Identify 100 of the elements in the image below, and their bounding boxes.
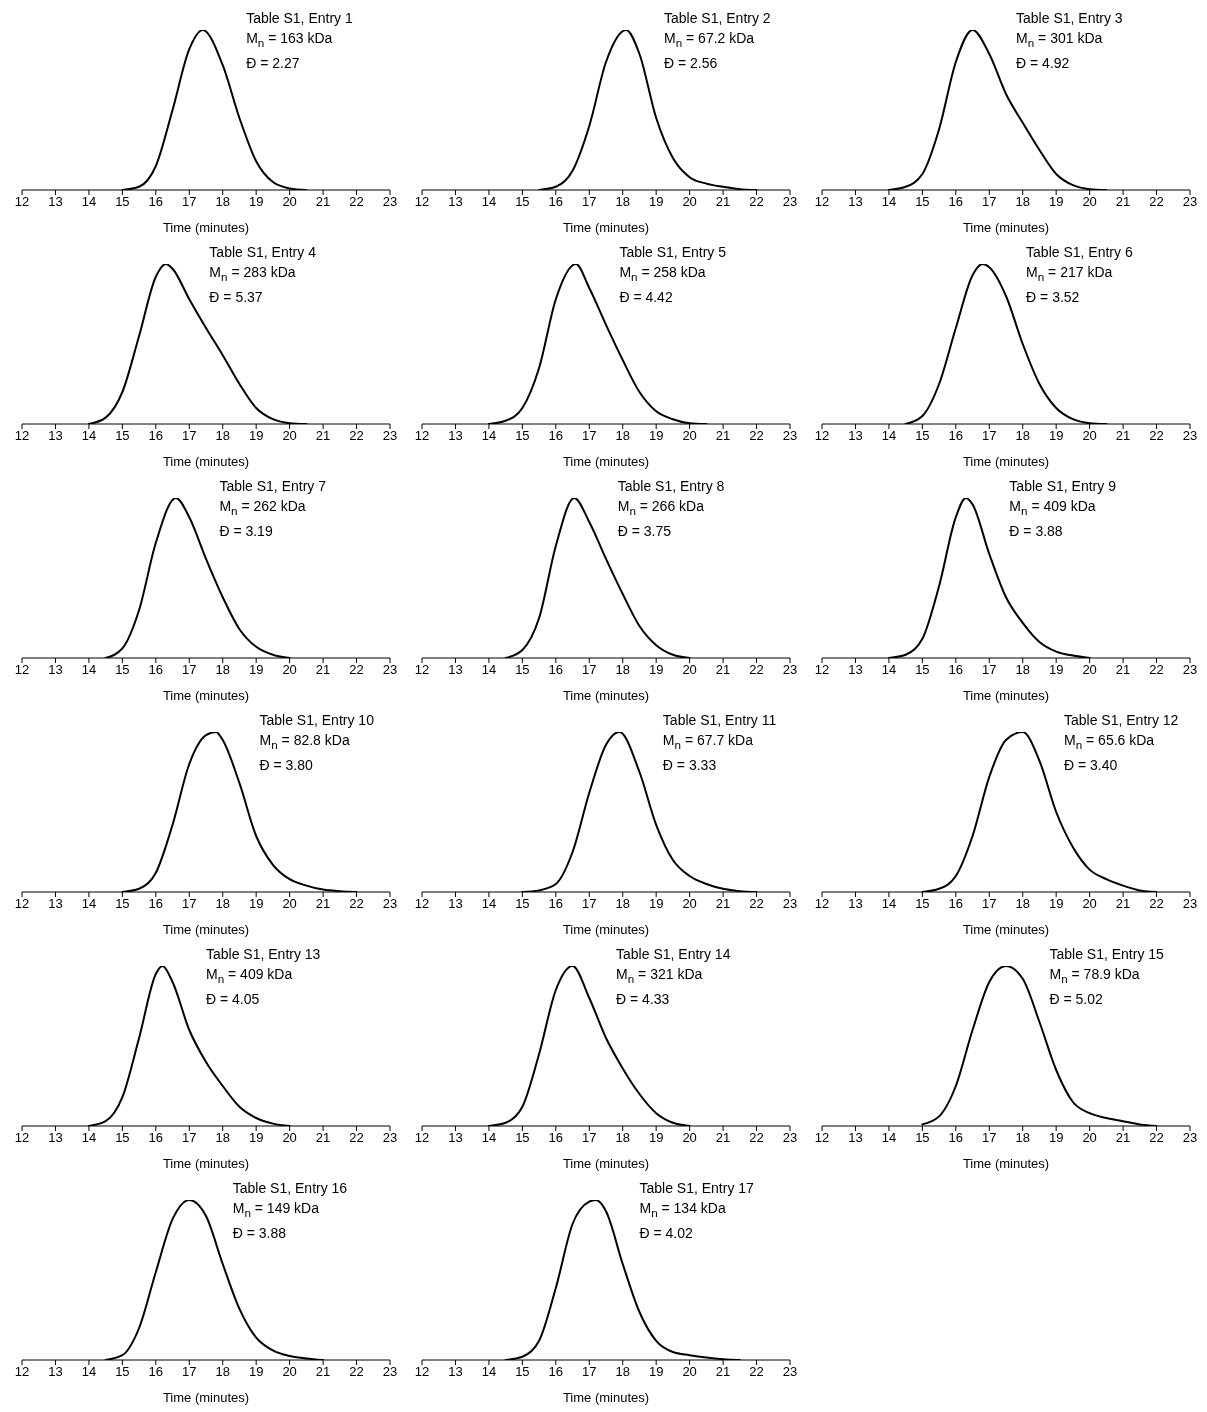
caption: Table S1, Entry 15: [1049, 945, 1164, 964]
x-tick-label: 20: [1082, 662, 1097, 678]
x-tick-label: 17: [182, 194, 197, 210]
x-tick-label: 23: [782, 662, 798, 678]
x-tick-label: 22: [749, 896, 764, 912]
x-tick-label: 22: [349, 194, 364, 210]
x-tick-label: 18: [215, 896, 230, 912]
x-tick-label: 13: [48, 896, 63, 912]
x-tick-label: 18: [1015, 1130, 1030, 1146]
caption: Table S1, Entry 7: [219, 477, 326, 496]
x-tick-label: 14: [481, 428, 497, 444]
x-tick-label: 12: [414, 428, 430, 444]
x-tick-label: 20: [282, 428, 297, 444]
x-tick-label: 13: [848, 428, 863, 444]
caption: Table S1, Entry 11: [662, 711, 777, 730]
caption: Table S1, Entry 9: [1009, 477, 1116, 496]
x-tick-label: 23: [782, 1130, 798, 1146]
x-tick-label: 22: [349, 1364, 364, 1380]
x-tick-label: 18: [615, 896, 630, 912]
annotation: Đ = 4.33: [616, 989, 671, 1009]
x-tick-label: 18: [615, 662, 630, 678]
x-tick-label: 23: [382, 1364, 398, 1380]
x-tick-label: 17: [182, 428, 197, 444]
x-tick-label: 13: [448, 194, 463, 210]
x-tick-label: 13: [48, 428, 63, 444]
x-tick-label: 20: [682, 428, 697, 444]
x-tick-label: 17: [582, 194, 597, 210]
x-tick-label: 22: [349, 896, 364, 912]
annotation: M$_{n}$ = 82.8 kDa: [259, 731, 351, 753]
x-tick-label: 19: [1048, 194, 1064, 210]
x-axis-title: Time (minutes): [562, 454, 650, 469]
x-tick-label: 15: [115, 428, 130, 444]
x-tick-label: 12: [814, 896, 830, 912]
x-tick-label: 15: [515, 896, 530, 912]
x-tick-label: 21: [315, 428, 331, 444]
x-tick-label: 21: [715, 896, 731, 912]
x-tick-label: 13: [848, 1130, 863, 1146]
x-axis-title: Time (minutes): [162, 1156, 250, 1171]
x-tick-label: 22: [749, 428, 764, 444]
x-tick-label: 23: [382, 428, 398, 444]
x-tick-label: 13: [848, 662, 863, 678]
x-tick-label: 21: [1115, 662, 1131, 678]
caption: Table S1, Entry 16: [232, 1179, 348, 1198]
x-tick-label: 19: [648, 662, 664, 678]
caption: Table S1, Entry 3: [1016, 9, 1123, 28]
x-axis-title: Time (minutes): [562, 1156, 650, 1171]
x-axis-title: Time (minutes): [962, 220, 1050, 235]
x-tick-label: 12: [14, 428, 30, 444]
x-tick-label: 14: [481, 194, 497, 210]
x-tick-label: 16: [948, 896, 964, 912]
caption: Table S1, Entry 4: [209, 243, 316, 262]
x-tick-label: 18: [1015, 428, 1030, 444]
x-tick-label: 22: [1149, 896, 1164, 912]
x-tick-label: 16: [148, 194, 164, 210]
x-tick-label: 15: [115, 662, 130, 678]
annotation: Đ = 3.88: [1009, 521, 1064, 541]
x-tick-label: 12: [14, 1364, 30, 1380]
x-tick-label: 13: [48, 1364, 63, 1380]
x-tick-label: 15: [515, 194, 530, 210]
x-tick-label: 16: [148, 662, 164, 678]
x-tick-label: 19: [648, 428, 664, 444]
x-tick-label: 15: [915, 1130, 930, 1146]
annotation: M$_{n}$ = 67.2 kDa: [664, 29, 756, 51]
x-tick-label: 17: [982, 428, 997, 444]
x-tick-label: 14: [881, 194, 897, 210]
annotation: M$_{n}$ = 409 kDa: [1009, 497, 1097, 519]
x-tick-label: 21: [715, 194, 731, 210]
x-tick-label: 18: [1015, 662, 1030, 678]
x-tick-label: 15: [115, 1364, 130, 1380]
x-tick-label: 17: [982, 194, 997, 210]
x-tick-label: 14: [81, 428, 97, 444]
annotation: M$_{n}$ = 258 kDa: [619, 263, 707, 285]
x-tick-label: 23: [782, 428, 798, 444]
x-axis-title: Time (minutes): [162, 688, 250, 703]
x-tick-label: 19: [1048, 1130, 1064, 1146]
x-tick-label: 22: [749, 1130, 764, 1146]
x-tick-label: 18: [215, 1130, 230, 1146]
caption: Table S1, Entry 17: [639, 1179, 754, 1198]
x-tick-label: 23: [1182, 662, 1198, 678]
annotation: M$_{n}$ = 321 kDa: [616, 965, 704, 987]
annotation: M$_{n}$ = 149 kDa: [232, 1199, 320, 1221]
caption: Table S1, Entry 12: [1064, 711, 1179, 730]
x-tick-label: 18: [615, 1130, 630, 1146]
x-tick-label: 14: [81, 896, 97, 912]
x-tick-label: 13: [848, 194, 863, 210]
x-tick-label: 21: [315, 1130, 331, 1146]
x-tick-label: 16: [948, 1130, 964, 1146]
x-tick-label: 17: [582, 1364, 597, 1380]
annotation: M$_{n}$ = 67.7 kDa: [662, 731, 754, 753]
x-tick-label: 19: [248, 1130, 264, 1146]
annotation: Đ = 5.37: [209, 287, 264, 307]
x-tick-label: 12: [814, 428, 830, 444]
x-tick-label: 23: [782, 1364, 798, 1380]
x-tick-label: 17: [982, 896, 997, 912]
x-tick-label: 15: [915, 662, 930, 678]
x-tick-label: 21: [715, 662, 731, 678]
x-tick-label: 18: [615, 428, 630, 444]
x-tick-label: 17: [182, 896, 197, 912]
x-tick-label: 13: [448, 896, 463, 912]
annotation: Đ = 3.88: [232, 1223, 288, 1243]
